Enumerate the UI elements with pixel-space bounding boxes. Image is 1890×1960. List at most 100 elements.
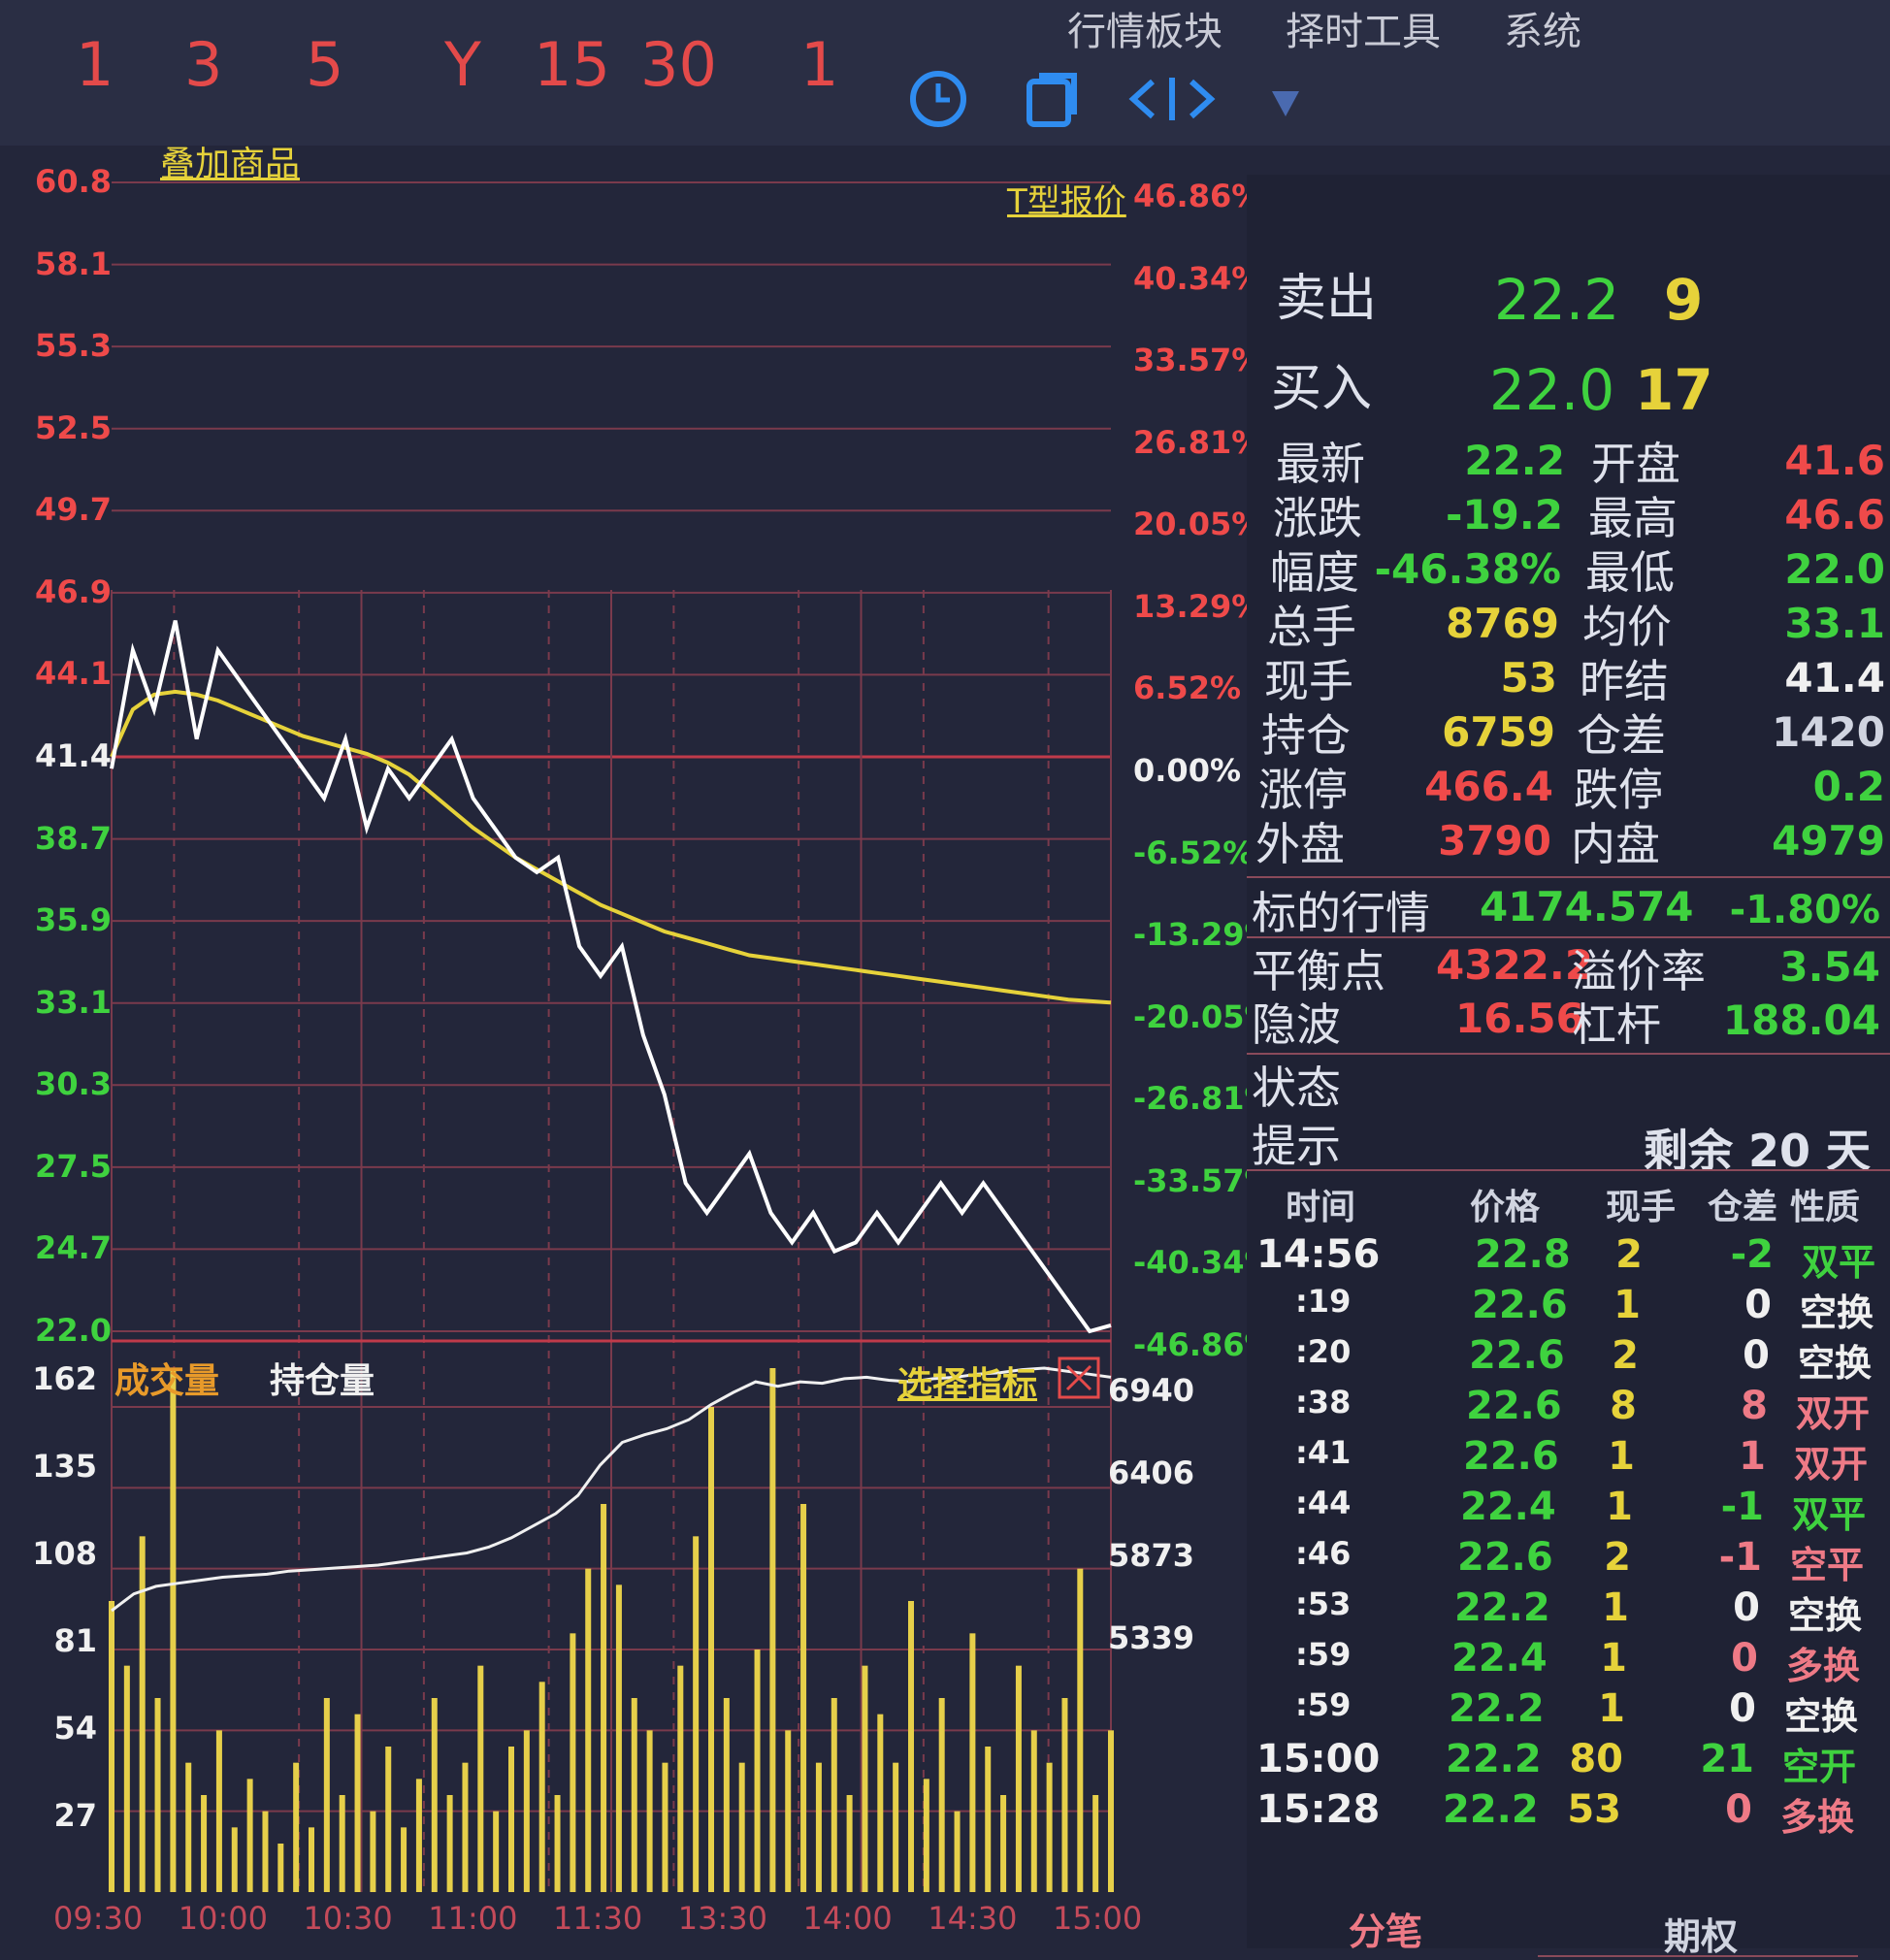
quote-value: 1420	[1772, 708, 1885, 756]
volume-bar	[385, 1747, 392, 1892]
quote-label: 现手	[1264, 655, 1353, 707]
trade-nature: 双开	[1795, 1392, 1870, 1435]
period-15min[interactable]: 15	[534, 29, 610, 100]
balance-label: 平衡点	[1252, 945, 1385, 997]
volume-bar	[1108, 1730, 1114, 1892]
trade-time: :59	[1295, 1686, 1352, 1723]
trade-time: :38	[1295, 1384, 1352, 1421]
select-indicator-link[interactable]: 选择指标	[897, 1365, 1038, 1405]
close-icon[interactable]	[1058, 1356, 1100, 1399]
sell-label: 卖出	[1276, 270, 1378, 328]
clock-icon[interactable]	[907, 68, 969, 130]
trade-qty: 1	[1602, 1585, 1629, 1630]
window-icon[interactable]	[1024, 68, 1086, 130]
trade-qty: 2	[1612, 1333, 1639, 1378]
buy-price[interactable]: 22.0	[1489, 357, 1615, 423]
volume-bar	[401, 1827, 407, 1892]
tab-options[interactable]: 期权	[1664, 1915, 1739, 1958]
volume-bar	[323, 1698, 330, 1892]
volume-bar	[938, 1698, 945, 1892]
trade-qty: 1	[1606, 1485, 1633, 1529]
trade-time: :41	[1295, 1434, 1352, 1471]
volume-bar	[293, 1762, 300, 1892]
volume-bar	[985, 1747, 992, 1892]
menu-item[interactable]: 系统	[1504, 10, 1581, 54]
overlay-link[interactable]: 叠加商品	[160, 145, 301, 184]
volume-bar	[800, 1504, 807, 1892]
quote-value: 41.4	[1784, 654, 1885, 702]
volume-bar	[785, 1730, 792, 1892]
underlying-label: 标的行情	[1252, 887, 1430, 939]
iv-label: 隐波	[1252, 998, 1341, 1051]
t-quote-link[interactable]: T型报价	[1007, 182, 1126, 221]
volume-bar	[831, 1698, 837, 1892]
trade-oi-change: 0	[1729, 1686, 1756, 1731]
trade-qty: 53	[1567, 1787, 1621, 1832]
volume-bar	[523, 1730, 530, 1892]
volume-bar	[139, 1536, 146, 1892]
volume-bar	[231, 1827, 238, 1892]
oi-axis-label: 6940	[1108, 1372, 1195, 1409]
trade-oi-change: 0	[1725, 1787, 1752, 1832]
menu-item[interactable]: 择时工具	[1286, 10, 1441, 54]
volume-bar	[738, 1762, 745, 1892]
volume-bar	[923, 1779, 929, 1892]
volume-bar	[693, 1536, 700, 1892]
volume-bar	[754, 1650, 761, 1892]
period-5min[interactable]: 5	[306, 29, 344, 100]
trade-oi-change: 0	[1731, 1636, 1758, 1681]
price-axis-label: 46.9	[35, 572, 112, 610]
period-3min[interactable]: 3	[184, 29, 223, 100]
price-line	[110, 620, 1112, 1334]
volume-bar	[339, 1795, 345, 1892]
volume-bar	[215, 1730, 222, 1892]
avg-price-line	[110, 689, 1112, 1005]
buy-label: 买入	[1271, 360, 1373, 418]
price-axis-label: 38.7	[35, 819, 112, 857]
volume-bar	[493, 1811, 500, 1892]
volume-label[interactable]: 成交量	[114, 1361, 220, 1401]
quote-label: 外盘	[1255, 818, 1345, 870]
volume-bar	[662, 1762, 668, 1892]
tab-ticks[interactable]: 分笔	[1349, 1911, 1423, 1953]
trade-time: 15:00	[1256, 1737, 1381, 1781]
oi-axis-label: 6406	[1108, 1454, 1195, 1491]
trade-qty: 1	[1598, 1686, 1625, 1731]
volume-bar	[1046, 1762, 1053, 1892]
period-1h[interactable]: 1	[800, 29, 839, 100]
trades-header: 价格	[1470, 1188, 1541, 1227]
volume-bar	[477, 1665, 484, 1892]
volume-bar	[723, 1698, 730, 1892]
period-y[interactable]: Y	[444, 29, 481, 100]
sell-qty: 9	[1664, 267, 1704, 333]
volume-bar	[1077, 1568, 1084, 1892]
quote-value: -46.38%	[1374, 545, 1561, 593]
volume-bar	[631, 1698, 637, 1892]
sell-price[interactable]: 22.2	[1494, 267, 1620, 333]
trade-qty: 1	[1600, 1636, 1627, 1681]
oi-axis-label: 5339	[1108, 1619, 1195, 1656]
period-30min[interactable]: 30	[640, 29, 717, 100]
dropdown-icon[interactable]	[1266, 68, 1305, 130]
trade-time: :20	[1295, 1333, 1352, 1370]
trade-time: :44	[1295, 1485, 1352, 1521]
trade-price: 22.8	[1475, 1232, 1571, 1277]
premium-label: 溢价率	[1572, 945, 1706, 997]
oi-axis-label: 5873	[1108, 1537, 1195, 1574]
trade-oi-change: -1	[1718, 1535, 1762, 1580]
open-interest-label[interactable]: 持仓量	[270, 1361, 375, 1401]
pct-axis-label: 46.86%	[1133, 178, 1263, 214]
volume-bar	[585, 1568, 592, 1892]
trade-time: :19	[1295, 1283, 1352, 1320]
pct-axis-label: 26.81%	[1133, 423, 1263, 461]
pct-axis-label: 33.57%	[1133, 342, 1263, 379]
quote-label: 最高	[1588, 492, 1678, 544]
period-1min[interactable]: 1	[76, 29, 114, 100]
price-axis-label: 30.3	[35, 1065, 112, 1103]
menu-item[interactable]: 行情板块	[1067, 10, 1222, 54]
volume-bar	[170, 1368, 177, 1892]
code-icon[interactable]	[1125, 68, 1219, 130]
volume-bar	[538, 1682, 545, 1892]
quote-value: 3790	[1438, 817, 1551, 865]
buy-qty: 17	[1635, 357, 1713, 423]
